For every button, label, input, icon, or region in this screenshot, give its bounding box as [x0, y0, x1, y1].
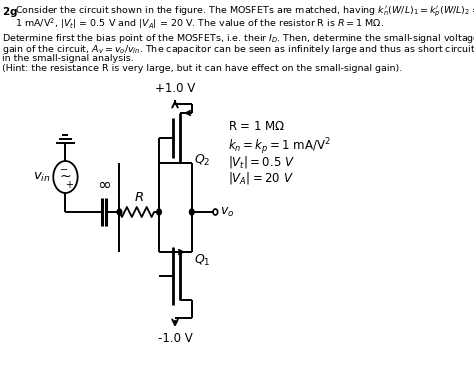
- Circle shape: [157, 209, 161, 215]
- Text: -1.0 V: -1.0 V: [158, 332, 192, 345]
- Circle shape: [117, 209, 122, 215]
- Text: 1 mA/V$^2$, $|V_t|$ = 0.5 V and $|V_A|$ = 20 V. The value of the resistor R is $: 1 mA/V$^2$, $|V_t|$ = 0.5 V and $|V_A|$ …: [15, 16, 384, 31]
- Text: gain of the circuit, $A_v = v_o/v_{in}$. The capacitor can be seen as infinitely: gain of the circuit, $A_v = v_o/v_{in}$.…: [2, 43, 474, 56]
- Text: in the small-signal analysis.: in the small-signal analysis.: [2, 54, 134, 63]
- Text: $|V_A| = 20\ V$: $|V_A| = 20\ V$: [228, 170, 294, 186]
- Text: +: +: [65, 180, 73, 190]
- Text: R = 1 M$\Omega$: R = 1 M$\Omega$: [228, 120, 286, 133]
- Text: $\infty$: $\infty$: [97, 175, 111, 193]
- Text: $Q_1$: $Q_1$: [194, 253, 210, 267]
- Text: $|V_t| = 0.5\ V$: $|V_t| = 0.5\ V$: [228, 154, 295, 170]
- Text: $k_n = k_p = 1\ \mathrm{mA/V^2}$: $k_n = k_p = 1\ \mathrm{mA/V^2}$: [228, 136, 331, 157]
- Text: Determine first the bias point of the MOSFETs, i.e. their $I_D$. Then, determine: Determine first the bias point of the MO…: [2, 32, 474, 45]
- Text: $v_{in}$: $v_{in}$: [33, 170, 51, 183]
- Text: (Hint: the resistance R is very large, but it can have effect on the small-signa: (Hint: the resistance R is very large, b…: [2, 64, 402, 73]
- Text: +1.0 V: +1.0 V: [155, 82, 195, 95]
- Text: $v_o$: $v_o$: [220, 205, 234, 219]
- Text: $-$: $-$: [59, 163, 68, 173]
- Text: ~: ~: [60, 170, 71, 184]
- Text: Consider the circuit shown in the figure. The MOSFETs are matched, having $k_n'(: Consider the circuit shown in the figure…: [15, 5, 474, 19]
- Text: $Q_2$: $Q_2$: [194, 153, 210, 167]
- Circle shape: [190, 209, 194, 215]
- Text: $R$: $R$: [134, 191, 144, 204]
- Text: $\bf{2g}$: $\bf{2g}$: [2, 5, 18, 19]
